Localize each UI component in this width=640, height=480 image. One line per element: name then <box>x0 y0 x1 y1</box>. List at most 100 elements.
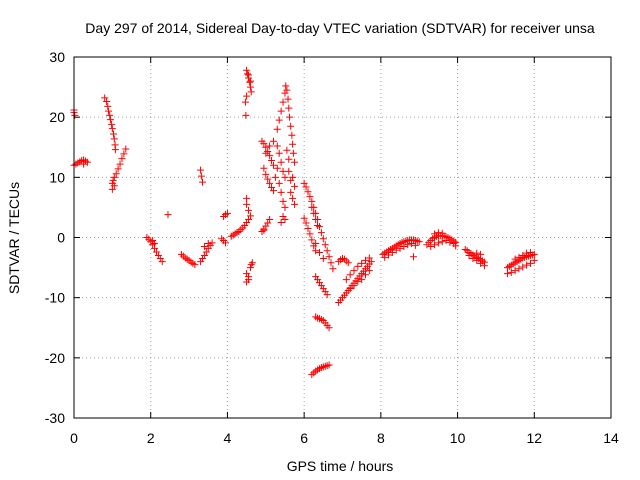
data-point <box>266 215 274 223</box>
data-point <box>300 179 308 187</box>
data-point <box>248 259 256 267</box>
data-point <box>321 288 329 296</box>
data-point <box>519 252 527 260</box>
data-point <box>279 212 287 220</box>
data-point <box>463 247 471 255</box>
data-point <box>118 155 126 163</box>
data-point <box>200 252 208 260</box>
data-point <box>243 218 251 226</box>
data-point <box>511 255 519 263</box>
data-point <box>469 255 477 263</box>
data-point <box>477 259 485 267</box>
data-point <box>273 164 281 172</box>
data-point <box>465 252 473 260</box>
data-point <box>243 70 251 78</box>
data-point <box>275 179 283 187</box>
data-point <box>306 230 314 238</box>
data-point <box>319 235 327 243</box>
data-point <box>365 267 373 275</box>
data-point <box>427 237 435 245</box>
data-point <box>116 160 124 168</box>
data-point <box>246 212 254 220</box>
data-point <box>523 249 531 257</box>
data-point <box>287 188 295 196</box>
data-point <box>246 77 254 85</box>
data-point <box>434 239 442 247</box>
data-point <box>358 276 366 284</box>
data-point <box>526 249 534 257</box>
data-point <box>264 147 272 155</box>
y-tick-label: 0 <box>57 230 65 246</box>
data-point <box>503 270 511 278</box>
data-point <box>269 187 277 195</box>
data-point <box>106 116 114 124</box>
data-point <box>289 140 297 148</box>
data-point <box>281 89 289 97</box>
data-point <box>242 111 250 119</box>
data-point <box>285 155 293 163</box>
data-point <box>218 235 226 243</box>
data-point <box>208 239 216 247</box>
data-point <box>315 249 323 257</box>
data-point <box>315 279 323 287</box>
data-point <box>344 259 352 267</box>
data-point <box>269 137 277 145</box>
y-tick-label: -30 <box>45 410 65 426</box>
data-point <box>246 78 254 86</box>
data-point <box>241 98 249 106</box>
data-point <box>82 157 90 165</box>
data-point <box>346 271 354 279</box>
data-point <box>197 258 205 266</box>
data-points <box>70 66 538 379</box>
data-point <box>434 229 442 237</box>
x-tick-labels: 0 2 4 6 8 10 12 14 <box>70 430 619 446</box>
data-point <box>304 224 312 232</box>
data-point <box>277 107 285 115</box>
data-point <box>362 271 370 279</box>
data-point <box>283 86 291 94</box>
data-point <box>358 259 366 267</box>
chart-title: Day 297 of 2014, Sidereal Day-to-day VTE… <box>85 20 595 36</box>
data-point <box>243 278 251 286</box>
data-point <box>104 102 112 110</box>
grid-lines <box>74 57 611 418</box>
data-point <box>291 158 299 166</box>
data-point <box>266 179 274 187</box>
data-point <box>308 371 316 379</box>
data-point <box>264 175 272 183</box>
data-point <box>367 258 375 266</box>
data-point <box>281 215 289 223</box>
data-point <box>323 291 331 299</box>
data-point <box>526 259 534 267</box>
data-point <box>525 252 533 260</box>
data-point <box>289 149 297 157</box>
data-point <box>325 361 333 369</box>
data-point <box>247 88 255 96</box>
data-point <box>477 250 485 258</box>
data-point <box>515 265 523 273</box>
data-point <box>415 238 423 246</box>
data-point <box>122 145 130 153</box>
data-point <box>273 125 281 133</box>
data-point <box>411 241 419 249</box>
data-point <box>308 203 316 211</box>
data-point <box>266 142 274 150</box>
data-point <box>266 152 274 160</box>
data-point <box>427 243 435 251</box>
data-point <box>304 188 312 196</box>
data-point <box>362 256 370 264</box>
data-point <box>392 246 400 254</box>
data-point <box>222 239 230 247</box>
data-point <box>310 209 318 217</box>
data-point <box>277 158 285 166</box>
data-point <box>243 194 251 202</box>
x-tick-label: 14 <box>603 430 619 446</box>
data-point <box>289 173 297 181</box>
data-point <box>319 285 327 293</box>
data-point <box>291 182 299 190</box>
y-tick-labels: -30 -20 -10 0 10 20 30 <box>45 49 65 426</box>
data-point <box>350 267 358 275</box>
data-point <box>438 229 446 237</box>
x-tick-label: 4 <box>224 430 232 446</box>
data-point <box>149 237 157 245</box>
